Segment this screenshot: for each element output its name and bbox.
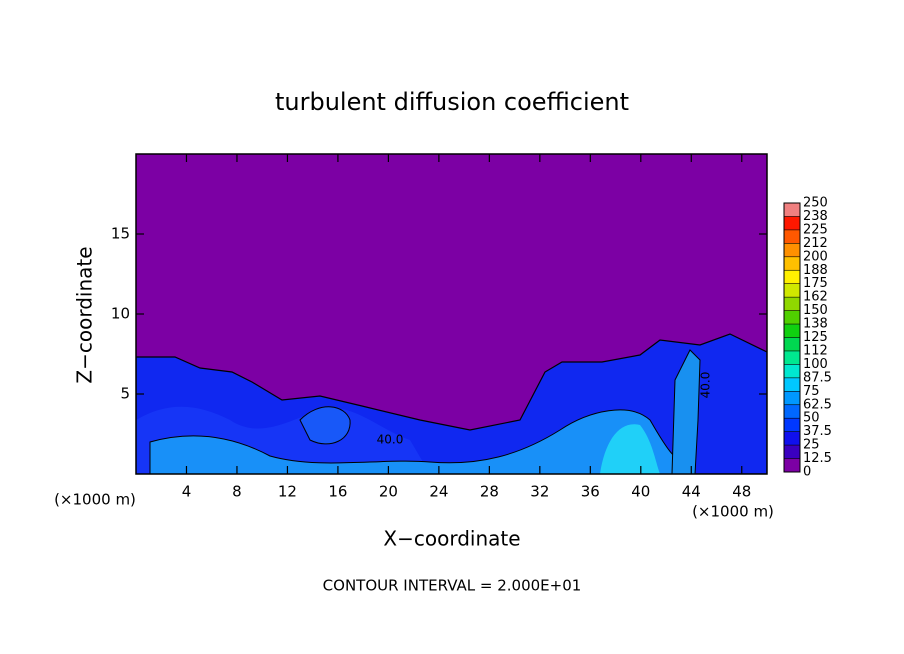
colorbar-label: 162 [803,290,828,305]
colorbar-band [784,283,800,298]
field-region [149,409,693,474]
colorbar-label: 0 [803,465,811,480]
colorbar-band [784,337,800,351]
colorbar-band [784,216,800,230]
x-tick-label: 4 [182,483,192,501]
x-tick-label: 48 [732,483,751,501]
contour-label: 40.0 [699,372,713,399]
colorbar-label: 62.5 [803,397,832,412]
x-tick-label: 12 [278,483,297,501]
x-tick-label: 8 [232,483,242,501]
colorbar-band [784,270,800,284]
x-unit-label: (×1000 m) [54,491,136,509]
colorbar-band [784,391,800,405]
x-unit-label: (×1000 m) [692,503,774,521]
chart-title: turbulent diffusion coefficient [275,88,629,116]
colorbar-label: 175 [803,276,828,291]
x-tick-label: 28 [480,483,499,501]
field-region [299,406,351,445]
colorbar-band [784,364,800,378]
colorbar-label: 37.5 [803,424,832,439]
colorbar-label: 12.5 [803,451,832,466]
colorbar-band [784,243,800,257]
y-tick-label: 10 [111,305,130,323]
x-axis-title: X−coordinate [383,527,520,551]
colorbar-band [784,256,800,271]
x-tick-label: 40 [631,483,650,501]
colorbar-band [784,203,800,217]
x-tick-label: 20 [379,483,398,501]
colorbar-label: 125 [803,330,828,345]
x-tick-label: 36 [581,483,600,501]
colorbar-label: 25 [803,438,820,453]
colorbar-label: 112 [803,343,828,358]
colorbar-label: 150 [803,303,828,318]
colorbar-label: 87.5 [803,370,832,385]
colorbar-label: 138 [803,317,828,332]
y-tick-label: 15 [111,225,130,243]
field [136,154,767,474]
colorbar-band [784,445,800,459]
field-region [600,424,660,474]
colorbar-label: 100 [803,357,828,372]
colorbar-band [784,404,800,419]
colorbar-band [784,418,800,432]
colorbar-label: 188 [803,263,828,278]
y-axis-title: Z−coordinate [73,246,97,383]
colorbar-label: 250 [803,196,828,211]
colorbar-band [784,297,800,311]
colorbar-label: 212 [803,236,828,251]
colorbar-band [784,431,800,446]
colorbar-band [784,458,800,472]
colorbar-label: 50 [803,411,820,426]
contour-label: 40.0 [377,433,404,447]
colorbar-label: 225 [803,222,828,237]
colorbar-label: 238 [803,209,828,224]
colorbar-band [784,324,800,338]
colorbar-label: 75 [803,384,820,399]
footer-note: CONTOUR INTERVAL = 2.000E+01 [323,577,582,595]
x-tick-label: 24 [429,483,448,501]
colorbar-band [784,350,800,365]
colorbar-band [784,229,800,244]
colorbar-band [784,310,800,325]
x-tick-label: 44 [682,483,701,501]
colorbar-label: 200 [803,249,828,264]
y-tick-label: 5 [120,385,130,403]
x-tick-label: 32 [530,483,549,501]
field-region [671,349,701,474]
colorbar-band [784,377,800,392]
x-tick-label: 16 [328,483,347,501]
